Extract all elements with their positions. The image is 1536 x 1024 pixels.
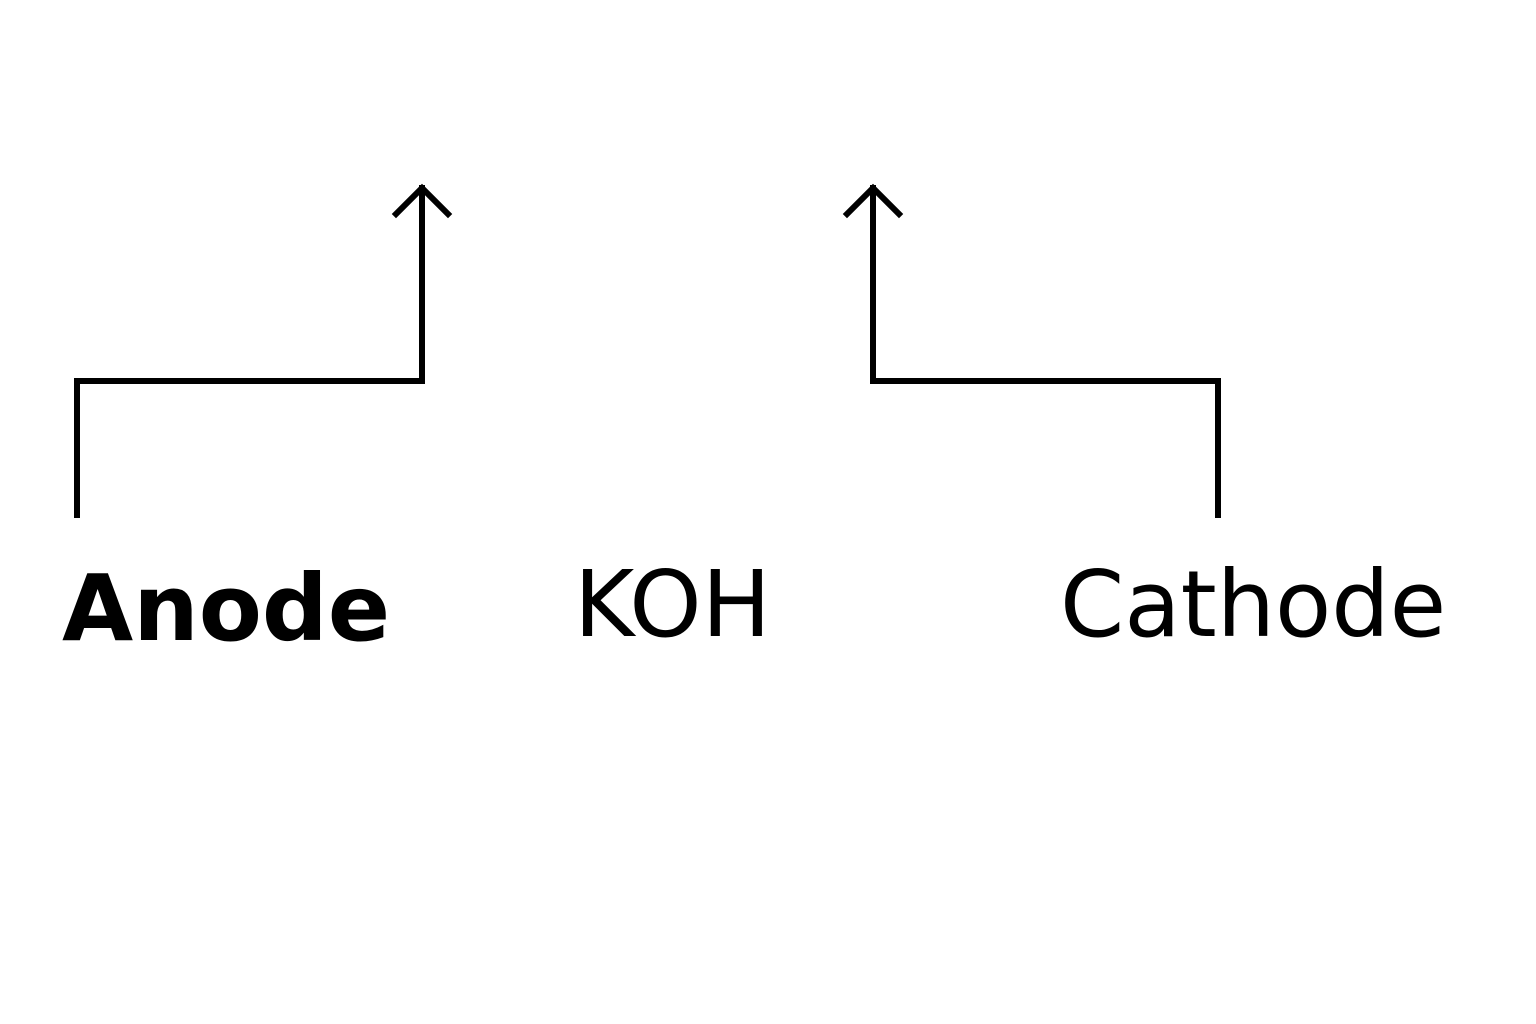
cathode-label: Cathode (1060, 551, 1446, 658)
anode-arrowhead (391, 183, 453, 219)
cathode-lead-arrow (842, 183, 1221, 518)
cathode-lead-line (870, 185, 1221, 518)
anode-label: Anode (62, 555, 390, 662)
electrolyte-label: KOH (574, 551, 771, 658)
anode-lead-arrow (74, 183, 453, 518)
cathode-arrowhead (842, 183, 904, 219)
anode-lead-line (74, 185, 425, 518)
